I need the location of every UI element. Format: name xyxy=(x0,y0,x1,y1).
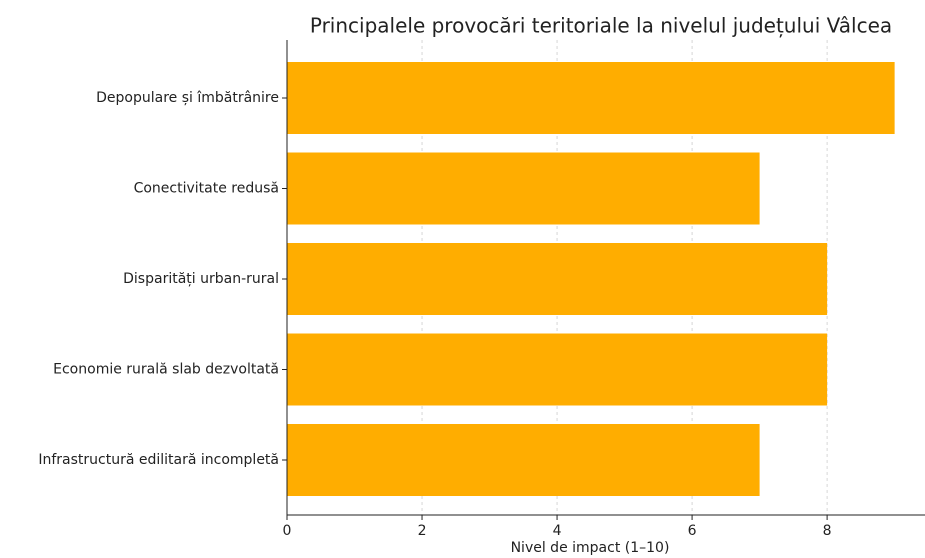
x-axis-label: Nivel de impact (1–10) xyxy=(511,540,670,556)
y-tick-label: Conectivitate redusă xyxy=(134,181,279,197)
bar xyxy=(287,243,828,315)
bar xyxy=(287,152,760,225)
x-tick-label: 6 xyxy=(688,523,697,539)
y-tick-label: Infrastructură edilitară incompletă xyxy=(38,452,279,468)
x-tick-label: 4 xyxy=(553,523,562,539)
bar xyxy=(287,62,895,134)
chart-title: Principalele provocări teritoriale la ni… xyxy=(310,14,892,38)
y-tick-label: Disparități urban-rural xyxy=(123,271,279,287)
y-tick-label: Economie rurală slab dezvoltată xyxy=(53,362,279,378)
x-tick-label: 0 xyxy=(283,523,292,539)
x-tick-label: 8 xyxy=(823,523,832,539)
bar xyxy=(287,424,760,496)
bar xyxy=(287,333,828,406)
y-tick-label: Depopulare și îmbătrânire xyxy=(96,90,279,106)
x-tick-label: 2 xyxy=(418,523,427,539)
